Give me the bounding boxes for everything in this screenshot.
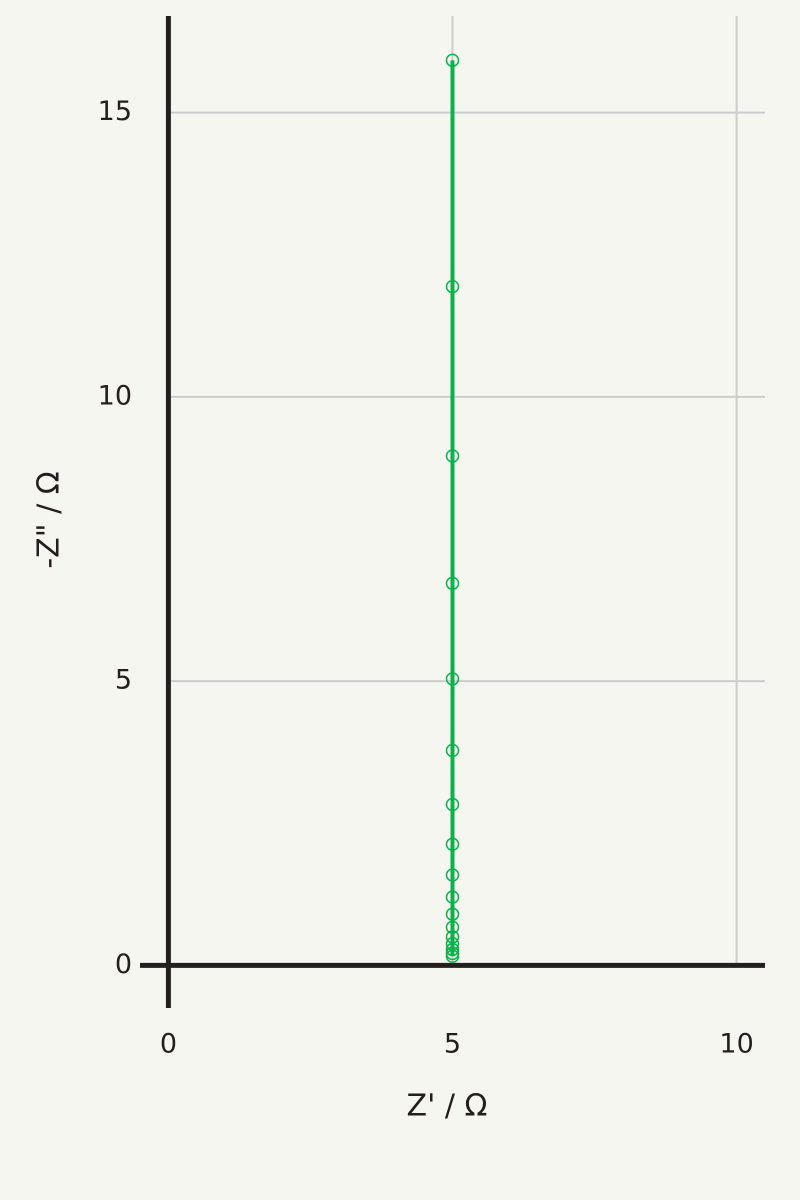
- data-point: [445, 868, 460, 882]
- data-point: [445, 797, 460, 812]
- y-tick-label: 10: [98, 380, 132, 411]
- data-point: [445, 743, 460, 758]
- data-point: [445, 837, 460, 852]
- data-point: [445, 937, 460, 951]
- data-point: [445, 890, 460, 904]
- data-point: [445, 672, 460, 686]
- data-point: [445, 920, 460, 935]
- x-tick-label: 10: [719, 1029, 753, 1060]
- data-point: [445, 279, 460, 294]
- x-tick-label: 5: [444, 1029, 461, 1060]
- data-point: [445, 576, 460, 591]
- y-axis-title: -Z" / Ω: [32, 471, 67, 568]
- data-point: [445, 946, 460, 961]
- data-point: [445, 907, 460, 921]
- data-point: [445, 449, 460, 463]
- y-tick-label: 0: [115, 949, 132, 980]
- data-point: [445, 930, 460, 944]
- data-point: [445, 53, 460, 68]
- x-axis-title: Z' / Ω: [407, 1089, 488, 1124]
- y-tick-label: 5: [115, 665, 132, 696]
- y-tick-label: 15: [98, 96, 132, 127]
- x-tick-label: 0: [160, 1029, 177, 1060]
